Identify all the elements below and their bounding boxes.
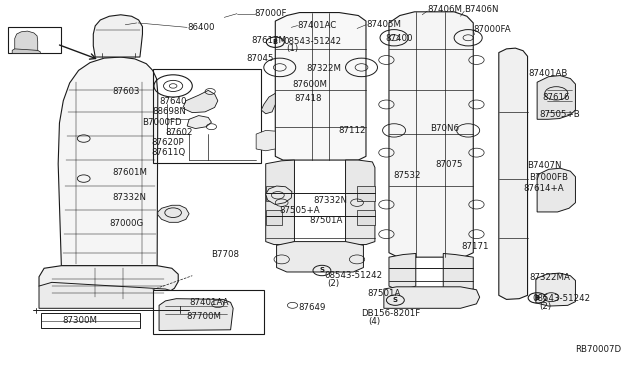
- Text: 87700M: 87700M: [186, 312, 221, 321]
- Polygon shape: [187, 116, 211, 129]
- Text: 87405M: 87405M: [366, 20, 401, 29]
- Text: 87532: 87532: [394, 171, 421, 180]
- Text: B7708: B7708: [211, 250, 239, 259]
- Polygon shape: [389, 253, 416, 289]
- Polygon shape: [159, 299, 233, 331]
- Bar: [266, 210, 282, 225]
- Text: 87171: 87171: [461, 241, 488, 250]
- Text: 87603: 87603: [113, 87, 140, 96]
- Text: S: S: [393, 297, 398, 303]
- Polygon shape: [266, 160, 294, 244]
- Bar: [153, 290, 264, 334]
- Text: 87649: 87649: [298, 303, 326, 312]
- Text: 87640: 87640: [159, 97, 187, 106]
- Text: 87505+B: 87505+B: [539, 110, 580, 119]
- Text: 87332N: 87332N: [113, 193, 147, 202]
- Text: 87505+A: 87505+A: [279, 206, 320, 215]
- Text: 87300M: 87300M: [63, 316, 98, 325]
- Text: B7000FB: B7000FB: [529, 173, 568, 182]
- Text: 87322MA: 87322MA: [529, 273, 570, 282]
- Text: 87614+A: 87614+A: [524, 185, 564, 193]
- Text: RB70007D: RB70007D: [575, 345, 621, 354]
- Polygon shape: [537, 76, 575, 119]
- Polygon shape: [93, 15, 143, 57]
- Polygon shape: [256, 131, 275, 151]
- Bar: [8, 27, 61, 53]
- Text: 87332N: 87332N: [313, 196, 347, 205]
- Text: 87075: 87075: [435, 160, 463, 169]
- Text: B: B: [534, 295, 540, 301]
- Polygon shape: [275, 13, 366, 160]
- Text: 88698N: 88698N: [153, 108, 186, 116]
- Text: 87000G: 87000G: [109, 219, 143, 228]
- Text: 87617M: 87617M: [251, 36, 286, 45]
- Text: 87600M: 87600M: [292, 80, 328, 89]
- Text: 08543-51242: 08543-51242: [284, 36, 342, 46]
- Polygon shape: [266, 186, 292, 205]
- Text: 87045: 87045: [246, 54, 273, 62]
- Text: 87322M: 87322M: [307, 64, 342, 73]
- Polygon shape: [261, 93, 275, 114]
- Text: 87418: 87418: [294, 94, 322, 103]
- Text: S: S: [319, 267, 324, 273]
- Text: 08543-51242: 08543-51242: [324, 271, 383, 280]
- Polygon shape: [499, 48, 527, 299]
- Text: 87620P: 87620P: [152, 138, 184, 147]
- Polygon shape: [39, 282, 182, 308]
- Text: 87112: 87112: [338, 126, 365, 135]
- Polygon shape: [384, 287, 479, 308]
- Text: 87616: 87616: [542, 93, 570, 102]
- Text: 87501A: 87501A: [367, 289, 401, 298]
- Polygon shape: [276, 241, 364, 272]
- Bar: [153, 68, 261, 163]
- Text: B70N6: B70N6: [430, 124, 459, 133]
- Polygon shape: [58, 57, 158, 266]
- Text: (4): (4): [368, 317, 380, 326]
- Text: 87000F: 87000F: [255, 9, 287, 18]
- Text: (2): (2): [328, 279, 340, 288]
- Text: B7406N: B7406N: [465, 6, 499, 15]
- Text: B: B: [273, 39, 278, 45]
- Text: 08543-51242: 08543-51242: [532, 294, 591, 303]
- Text: 87400: 87400: [385, 34, 413, 44]
- Text: B7407N: B7407N: [527, 161, 562, 170]
- Polygon shape: [182, 90, 218, 113]
- Text: 87611Q: 87611Q: [152, 148, 186, 157]
- Polygon shape: [158, 205, 189, 222]
- Text: 87501A: 87501A: [310, 216, 343, 225]
- Text: B7000FD: B7000FD: [143, 118, 182, 127]
- Polygon shape: [39, 266, 178, 299]
- Polygon shape: [536, 273, 575, 306]
- Polygon shape: [444, 253, 473, 292]
- Text: 87000FA: 87000FA: [473, 25, 511, 34]
- Text: 87406M: 87406M: [428, 6, 462, 15]
- Bar: [357, 210, 375, 225]
- Polygon shape: [15, 31, 38, 51]
- Bar: [266, 186, 282, 201]
- Text: 86400: 86400: [188, 23, 215, 32]
- Polygon shape: [12, 49, 40, 53]
- Text: 87602: 87602: [166, 128, 193, 137]
- Polygon shape: [537, 168, 575, 212]
- Polygon shape: [389, 12, 473, 257]
- Polygon shape: [346, 160, 375, 244]
- Bar: [357, 186, 375, 201]
- Text: 87401AA: 87401AA: [189, 298, 228, 307]
- Bar: [41, 314, 140, 328]
- Text: DB156-8201F: DB156-8201F: [362, 310, 420, 318]
- Text: 87601M: 87601M: [113, 168, 147, 177]
- Text: 87401AC: 87401AC: [298, 21, 337, 30]
- Text: (1): (1): [286, 44, 298, 53]
- Text: (2): (2): [539, 302, 551, 311]
- Text: 87401AB: 87401AB: [528, 69, 568, 78]
